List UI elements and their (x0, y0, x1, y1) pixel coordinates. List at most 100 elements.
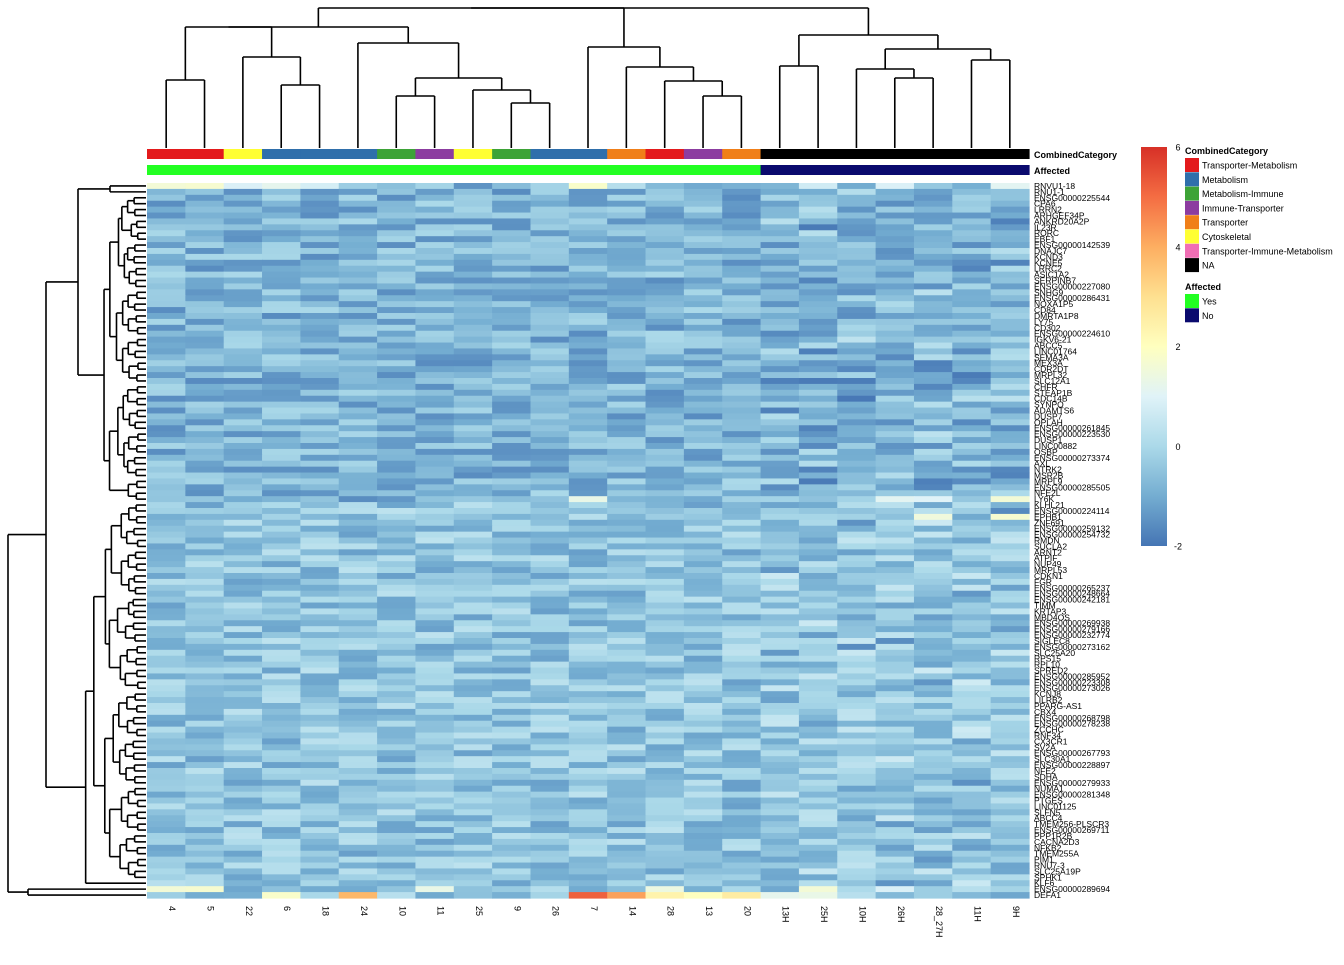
heatmap-cell (837, 531, 877, 539)
heatmap-cell (262, 200, 301, 208)
heatmap-cell (990, 714, 1030, 722)
heatmap-cell (837, 188, 877, 196)
heatmap-cell (990, 466, 1030, 474)
heatmap-cell (415, 714, 455, 722)
heatmap-cell (300, 324, 340, 332)
heatmap-cell (798, 844, 838, 852)
heatmap-cell (568, 868, 608, 875)
heatmap-cell (415, 407, 455, 415)
heatmap-cell (990, 838, 1030, 846)
heatmap-cell (300, 525, 340, 533)
heatmap-cell (913, 448, 953, 456)
heatmap-cell (645, 537, 685, 545)
heatmap-cell (722, 874, 762, 881)
heatmap-cell (338, 850, 378, 858)
heatmap-cell (262, 188, 301, 196)
heatmap-cell (952, 407, 992, 415)
heatmap-cell (300, 200, 340, 208)
heatmap-cell (798, 821, 838, 828)
heatmap-cell (338, 768, 378, 775)
heatmap-cell (147, 555, 186, 562)
heatmap-cell (568, 844, 608, 852)
heatmap-cell (147, 561, 186, 568)
heatmap-cell (223, 850, 263, 858)
heatmap-cell (492, 230, 532, 237)
heatmap-cell (683, 295, 723, 302)
heatmap-cell (913, 283, 953, 290)
heatmap-cell (453, 307, 493, 314)
heatmap-cell (952, 466, 992, 474)
heatmap-cell (300, 738, 340, 745)
row-label: DUSP7 (1034, 411, 1063, 421)
heatmap-cell (913, 295, 953, 302)
heatmap-cell (377, 295, 417, 302)
heatmap-cell (377, 478, 417, 485)
heatmap-cell (377, 779, 417, 787)
heatmap-cell (875, 691, 915, 698)
heatmap-cell (683, 762, 723, 769)
affected-annotation-cell (990, 165, 1030, 175)
heatmap-cell (492, 265, 532, 273)
affected-annotation-cell (798, 165, 838, 175)
heatmap-cell (492, 271, 532, 279)
heatmap-cell (913, 383, 953, 391)
heatmap-cell (952, 194, 992, 202)
heatmap-cell (952, 667, 992, 675)
heatmap-cell (530, 525, 570, 533)
heatmap-cell (300, 431, 340, 438)
heatmap-cell (147, 401, 186, 409)
heatmap-cell (722, 194, 762, 202)
heatmap-cell (415, 856, 455, 864)
heatmap-cell (568, 372, 608, 379)
heatmap-cell (760, 549, 800, 556)
heatmap-cell (262, 448, 301, 456)
heatmap-cell (952, 549, 992, 556)
heatmap-cell (990, 484, 1030, 491)
heatmap-cell (760, 513, 800, 521)
heatmap-cell (913, 537, 953, 545)
heatmap-cell (952, 366, 992, 373)
heatmap-cell (683, 892, 723, 899)
heatmap-cell (453, 756, 493, 763)
heatmap-cell (683, 324, 723, 332)
heatmap-cell (223, 218, 263, 225)
heatmap-cell (300, 519, 340, 527)
heatmap-cell (607, 738, 647, 745)
heatmap-cell (760, 437, 800, 444)
heatmap-cell (377, 691, 417, 698)
heatmap-cell (913, 773, 953, 781)
heatmap-cell (760, 395, 800, 403)
row-label: PPARG-AS1 (1034, 701, 1082, 711)
row-label: STEAP1B (1034, 388, 1073, 398)
heatmap-cell (683, 821, 723, 828)
heatmap-cell (300, 259, 340, 267)
heatmap-cell (683, 413, 723, 420)
heatmap-cell (837, 230, 877, 237)
heatmap-cell (415, 389, 455, 397)
legend-swatch (1185, 200, 1199, 215)
heatmap-cell (568, 330, 608, 338)
heatmap-cell (722, 336, 762, 344)
heatmap-cell (377, 573, 417, 580)
heatmap-cell (568, 673, 608, 680)
heatmap-cell (760, 714, 800, 722)
heatmap-cell (875, 183, 915, 190)
heatmap-cell (530, 342, 570, 350)
heatmap-cell (300, 425, 340, 432)
heatmap-cell (377, 791, 417, 799)
heatmap-cell (453, 632, 493, 639)
heatmap-cell (453, 850, 493, 858)
heatmap-cell (607, 543, 647, 550)
heatmap-cell (607, 419, 647, 426)
heatmap-cell (607, 360, 647, 367)
heatmap-cell (185, 708, 225, 716)
row-label: DNAJC7 (1034, 246, 1067, 256)
heatmap-cell (262, 679, 301, 686)
heatmap-cell (530, 602, 570, 610)
affected-annotation-cell (415, 165, 455, 175)
heatmap-cell (262, 608, 301, 615)
category-annotation-cell (645, 149, 685, 159)
heatmap-cell (185, 856, 225, 864)
heatmap-cell (760, 703, 800, 710)
row-label: OPLAH (1034, 417, 1063, 427)
